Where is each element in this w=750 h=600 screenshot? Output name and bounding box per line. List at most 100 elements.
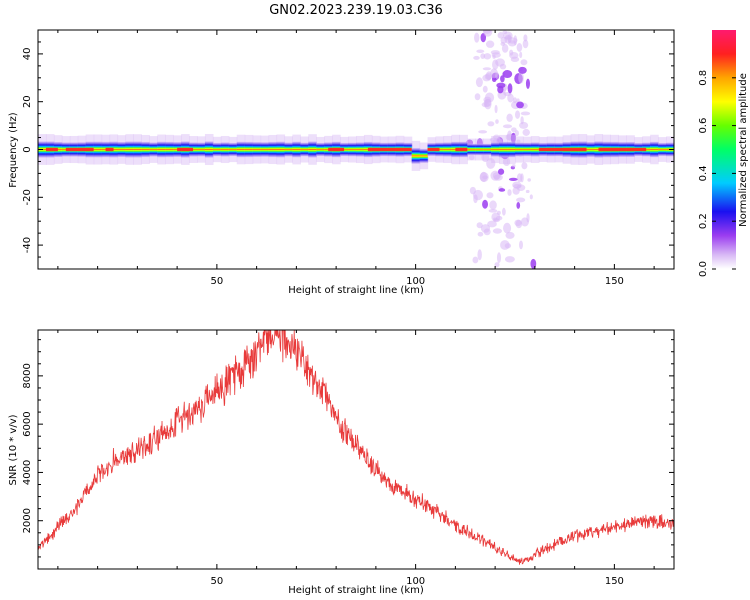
heatmap-scatter-blob bbox=[468, 154, 475, 161]
heatmap-scatter-blob bbox=[507, 93, 514, 103]
heatmap-scatter-blob bbox=[474, 32, 480, 43]
heatmap-band-segment bbox=[117, 141, 127, 158]
heatmap-scatter-blob bbox=[488, 208, 498, 213]
heatmap-scatter-blob bbox=[482, 85, 488, 93]
heatmap-y-tick-label: -40 bbox=[22, 237, 33, 253]
heatmap-band-segment bbox=[499, 141, 508, 158]
heatmap-scatter-blob bbox=[474, 93, 481, 101]
heatmap-scatter-blob bbox=[475, 77, 483, 88]
heatmap-scatter-blob bbox=[493, 217, 498, 221]
heatmap-scatter-blob bbox=[518, 66, 527, 74]
heatmap-scatter-blob bbox=[507, 189, 512, 196]
heatmap-scatter-blob bbox=[487, 220, 497, 228]
heatmap-x-tick-label: 150 bbox=[605, 276, 624, 287]
heatmap-scatter-blob bbox=[526, 213, 530, 223]
heatmap-band-segment bbox=[189, 142, 198, 157]
heatmap-scatter-blob bbox=[496, 210, 501, 215]
heatmap-peak-streak bbox=[427, 147, 440, 152]
heatmap-scatter-blob bbox=[486, 157, 496, 169]
heatmap-scatter-blob bbox=[510, 56, 520, 63]
snr-x-tick-label: 50 bbox=[211, 576, 224, 587]
heatmap-scatter-blob bbox=[529, 194, 533, 200]
heatmap-peak-streak bbox=[65, 147, 94, 152]
heatmap-scatter-blob bbox=[486, 192, 494, 199]
heatmap-band-segment bbox=[507, 141, 516, 158]
heatmap-peak-streak bbox=[455, 147, 468, 152]
snr-series-line bbox=[38, 330, 674, 565]
heatmap-scatter-blob bbox=[514, 219, 522, 227]
heatmap-band-segment bbox=[411, 147, 421, 164]
colorbar-tick-label: 0.4 bbox=[698, 165, 709, 181]
snr-frame bbox=[37, 329, 675, 570]
heatmap-y-tick-label: 40 bbox=[22, 48, 33, 61]
heatmap-scatter-blob bbox=[492, 59, 499, 70]
heatmap-y-label: Frequency (Hz) bbox=[8, 112, 19, 188]
heatmap-scatter-blob bbox=[502, 30, 508, 34]
heatmap-scatter-blob bbox=[516, 101, 524, 109]
heatmap-scatter-blob bbox=[473, 55, 480, 60]
heatmap-scatter-blob bbox=[503, 222, 512, 234]
snr-panel: 2000 4000 6000 8000 50 100 150 Height of stra… bbox=[8, 329, 675, 596]
heatmap-peak-streak bbox=[367, 147, 412, 152]
heatmap-scatter-blob bbox=[477, 249, 482, 261]
heatmap-x-label: Height of straight line (km) bbox=[288, 285, 424, 296]
heatmap-scatter-blob bbox=[501, 43, 509, 53]
heatmap-scatter-blob bbox=[469, 186, 476, 195]
heatmap-scatter-blob bbox=[502, 70, 513, 79]
heatmap-scatter-blob bbox=[476, 49, 485, 54]
heatmap-scatter-blob bbox=[525, 189, 530, 194]
heatmap-scatter-blob bbox=[482, 67, 492, 71]
heatmap-peak-streak bbox=[598, 147, 647, 152]
heatmap-scatter-blob bbox=[527, 178, 531, 182]
heatmap-scatter-blob bbox=[494, 104, 498, 114]
heatmap-band-segment bbox=[268, 141, 278, 158]
heatmap-scatter-blob bbox=[490, 68, 498, 79]
heatmap-scatter-blob bbox=[500, 75, 505, 83]
heatmap-band-segment bbox=[157, 141, 166, 158]
figure-title: GN02.2023.239.19.03.C36 bbox=[269, 3, 443, 18]
colorbar-tick-label: 0.8 bbox=[698, 70, 709, 86]
heatmap-band-segment bbox=[165, 141, 174, 158]
heatmap-scatter-blob bbox=[511, 127, 517, 133]
heatmap-scatter-blob bbox=[494, 262, 500, 268]
heatmap-band-segment bbox=[212, 142, 222, 157]
heatmap-scatter-blob bbox=[508, 177, 518, 181]
heatmap-band-segment bbox=[467, 143, 476, 156]
heatmap-band-segment bbox=[252, 142, 262, 157]
heatmap-x-tick-label: 50 bbox=[211, 276, 224, 287]
heatmap-scatter-blob bbox=[504, 256, 515, 263]
heatmap-scatter-blob bbox=[498, 188, 506, 192]
heatmap-scatter-blob bbox=[516, 201, 521, 209]
heatmap-band-segment bbox=[435, 142, 445, 157]
snr-y-label: SNR (10 * v/v) bbox=[8, 414, 19, 485]
heatmap-scatter-blob bbox=[516, 139, 521, 144]
heatmap-band-segment bbox=[483, 143, 492, 156]
heatmap-band-segment bbox=[141, 141, 150, 158]
heatmap-scatter-blob bbox=[483, 30, 493, 37]
heatmap-band-segment bbox=[642, 142, 651, 157]
heatmap-band-segment bbox=[53, 141, 63, 158]
heatmap-scatter-blob bbox=[497, 32, 505, 39]
heatmap-scatter-blob bbox=[493, 174, 503, 181]
snr-x-ticks: 50 100 150 bbox=[57, 330, 655, 587]
heatmap-band-segment bbox=[125, 141, 134, 158]
heatmap-band-segment bbox=[308, 141, 317, 158]
heatmap-peak-streak bbox=[177, 147, 194, 152]
snr-y-tick-label: 2000 bbox=[22, 508, 33, 533]
heatmap-band-segment bbox=[515, 142, 524, 157]
heatmap-band-segment bbox=[340, 142, 349, 157]
heatmap-band-segment bbox=[658, 142, 667, 157]
heatmap-scatter-blob bbox=[492, 54, 496, 59]
heatmap-scatter-blob bbox=[478, 130, 488, 134]
heatmap-scatter-blob bbox=[502, 124, 513, 129]
heatmap-band-segment bbox=[419, 148, 429, 163]
heatmap-scatter-blob bbox=[502, 207, 506, 216]
snr-y-tick-label: 4000 bbox=[22, 460, 33, 485]
heatmap-peak-streak bbox=[45, 147, 58, 152]
snr-y-tick-label: 8000 bbox=[22, 363, 33, 388]
heatmap-scatter-blob bbox=[520, 116, 524, 125]
heatmap-band-segment bbox=[228, 142, 238, 157]
heatmap-y-tick-label: 20 bbox=[22, 95, 33, 108]
heatmap-band-segment bbox=[443, 142, 452, 157]
snr-x-tick-label: 150 bbox=[605, 576, 624, 587]
